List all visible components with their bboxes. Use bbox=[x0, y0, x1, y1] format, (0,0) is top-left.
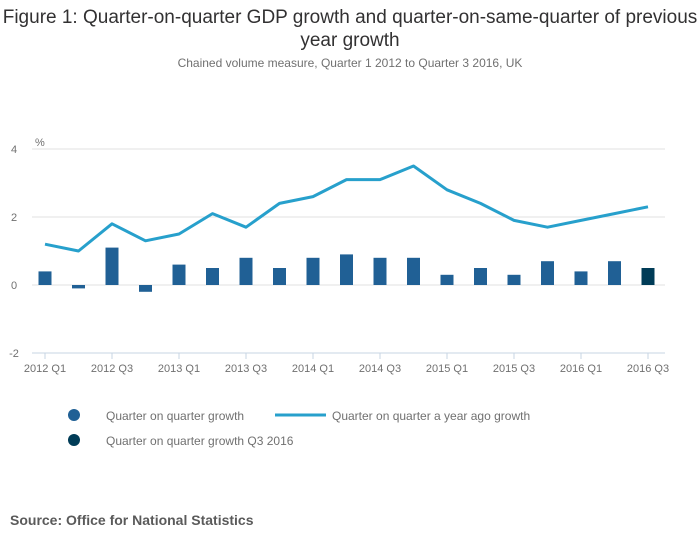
x-tick-label: 2014 Q1 bbox=[292, 363, 334, 375]
y-axis-ticks: -2 0 2 4 bbox=[9, 144, 19, 360]
bar bbox=[641, 268, 655, 285]
source-note: Source: Office for National Statistics bbox=[10, 512, 254, 528]
y-tick-label: 4 bbox=[11, 144, 17, 156]
x-tick-label: 2016 Q1 bbox=[560, 363, 602, 375]
x-tick-label: 2012 Q1 bbox=[24, 363, 66, 375]
x-tick-label: 2012 Q3 bbox=[91, 363, 133, 375]
legend-label: Quarter on quarter a year ago growth bbox=[332, 409, 530, 423]
bar bbox=[172, 264, 186, 285]
bar bbox=[440, 274, 454, 285]
bar bbox=[574, 271, 588, 285]
bar bbox=[407, 257, 420, 285]
bar bbox=[105, 247, 119, 285]
x-tick-label: 2014 Q3 bbox=[359, 363, 401, 375]
legend-label: Quarter on quarter growth Q3 2016 bbox=[106, 434, 294, 448]
bar bbox=[239, 257, 253, 285]
legend-marker-highlight bbox=[68, 434, 80, 446]
x-tick-label: 2015 Q3 bbox=[493, 363, 535, 375]
legend-label: Quarter on quarter growth bbox=[106, 409, 244, 423]
bar bbox=[608, 261, 621, 285]
bar bbox=[541, 261, 554, 285]
bar bbox=[206, 268, 219, 285]
bar bbox=[306, 257, 320, 285]
y-tick-label: 2 bbox=[11, 212, 17, 224]
legend-marker-bar bbox=[68, 409, 80, 421]
bar bbox=[507, 274, 521, 285]
chart-title: Figure 1: Quarter-on-quarter GDP growth … bbox=[2, 7, 698, 51]
bar bbox=[139, 285, 152, 292]
bar bbox=[373, 257, 387, 285]
y-tick-label: 0 bbox=[11, 280, 17, 292]
x-tick-label: 2013 Q1 bbox=[158, 363, 200, 375]
bar bbox=[72, 285, 85, 289]
bars bbox=[38, 247, 655, 292]
y-tick-label: -2 bbox=[9, 348, 19, 360]
bar bbox=[273, 268, 286, 285]
y-axis-unit-label: % bbox=[35, 137, 45, 149]
line-series-path bbox=[44, 164, 649, 253]
x-tick-label: 2013 Q3 bbox=[225, 363, 267, 375]
x-tick-label: 2016 Q3 bbox=[627, 363, 669, 375]
bar bbox=[340, 254, 353, 285]
chart-subtitle: Chained volume measure, Quarter 1 2012 t… bbox=[177, 56, 523, 70]
x-tick-label: 2015 Q1 bbox=[426, 363, 468, 375]
legend: Quarter on quarter growth Quarter on quar… bbox=[68, 409, 530, 448]
bar bbox=[38, 271, 52, 285]
x-axis-ticks: 2012 Q1 2012 Q3 2013 Q1 2013 Q3 2014 Q1 2014 … bbox=[24, 353, 669, 375]
line-series bbox=[44, 164, 649, 253]
bar bbox=[474, 268, 487, 285]
